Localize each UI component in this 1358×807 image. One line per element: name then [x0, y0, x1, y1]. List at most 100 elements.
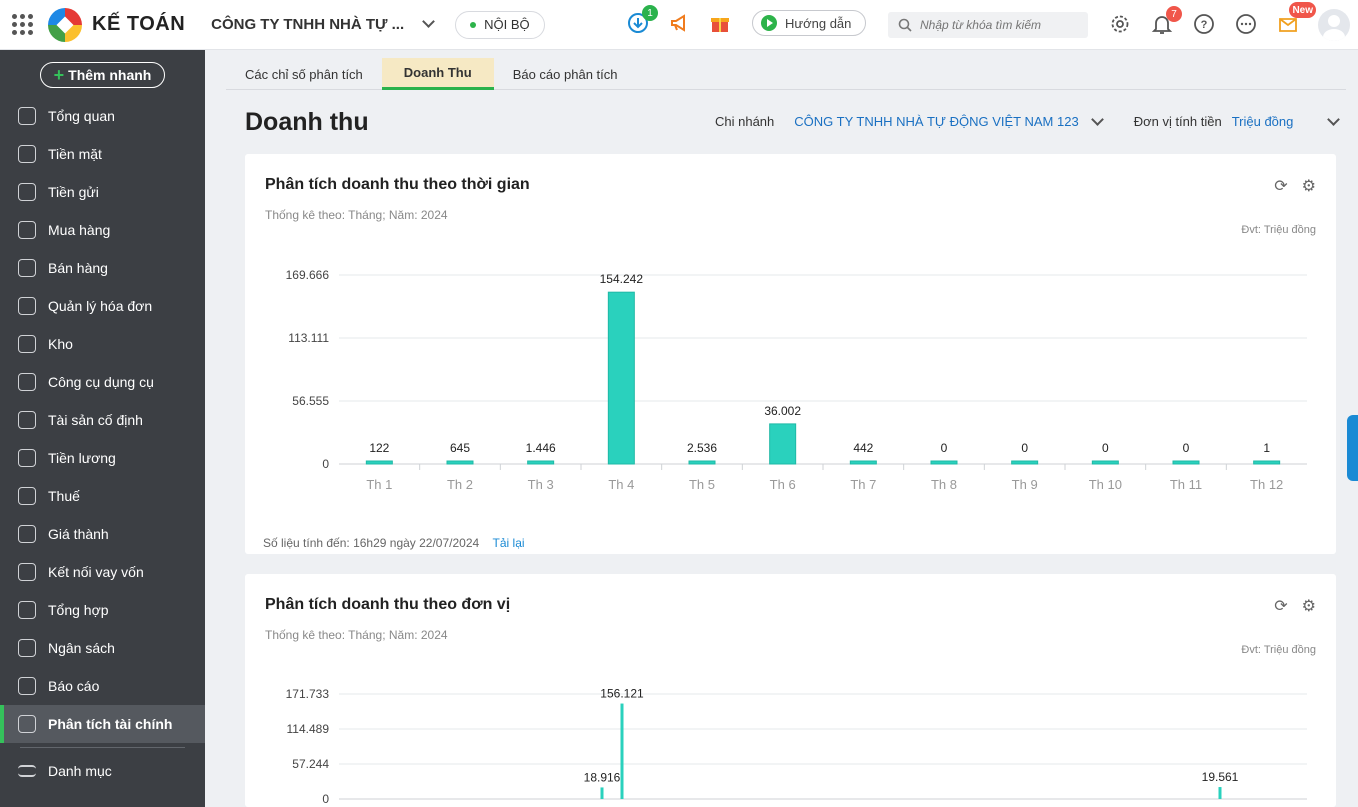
- sidebar-item[interactable]: Ngân sách: [0, 629, 205, 667]
- x-tick-label: Th 2: [447, 477, 473, 492]
- sidebar-item[interactable]: Tiền mặt: [0, 135, 205, 173]
- sidebar-item-icon: [18, 449, 36, 467]
- y-tick-label: 57.244: [292, 757, 329, 771]
- download-icon[interactable]: 1: [626, 5, 658, 35]
- sidebar-item[interactable]: Kho: [0, 325, 205, 363]
- sidebar-item[interactable]: Kết nối vay vốn: [0, 553, 205, 591]
- news-icon[interactable]: New: [1276, 2, 1316, 36]
- tab-revenue[interactable]: Doanh Thu: [381, 58, 494, 90]
- sidebar-item[interactable]: Quản lý hóa đơn: [0, 287, 205, 325]
- gear-icon[interactable]: ⚙: [1301, 178, 1316, 195]
- card-actions: ⟳ ⚙: [1274, 176, 1316, 196]
- sidebar-item[interactable]: Tổng quan: [0, 97, 205, 135]
- gear-icon[interactable]: [1108, 12, 1132, 36]
- brand-logo: [48, 7, 82, 42]
- search-icon: [898, 18, 912, 32]
- sidebar-item-icon: [18, 639, 36, 657]
- scope-label: NỘI BỘ: [484, 17, 530, 32]
- reload-link[interactable]: Tải lại: [492, 536, 525, 550]
- more-icon[interactable]: [1234, 12, 1258, 36]
- sidebar-item-label: Danh mục: [48, 763, 112, 779]
- search-input[interactable]: [920, 18, 1080, 32]
- card-actions: ⟳ ⚙: [1274, 596, 1316, 616]
- plus-icon: +: [53, 64, 65, 85]
- sidebar-item[interactable]: Thuế: [0, 477, 205, 515]
- sidebar-item-icon: [18, 677, 36, 695]
- sidebar-item[interactable]: Tổng hợp: [0, 591, 205, 629]
- company-selector[interactable]: CÔNG TY TNHH NHÀ TỰ ...: [211, 16, 405, 33]
- filters: Chi nhánh CÔNG TY TNHH NHÀ TỰ ĐỘNG VIỆT …: [715, 112, 1341, 129]
- guide-button[interactable]: Hướng dẫn: [752, 10, 867, 36]
- refresh-icon[interactable]: ⟳: [1274, 598, 1288, 615]
- sidebar-item-label: Kho: [48, 336, 73, 352]
- sidebar-item-icon: [18, 487, 36, 505]
- sidebar-item[interactable]: Bán hàng: [0, 249, 205, 287]
- sidebar-item-label: Tổng hợp: [48, 602, 109, 618]
- list-icon: [18, 765, 36, 777]
- help-icon[interactable]: ?: [1192, 12, 1216, 36]
- branch-select[interactable]: CÔNG TY TNHH NHÀ TỰ ĐỘNG VIỆT NAM 123: [794, 114, 1079, 129]
- sidebar-item[interactable]: Giá thành: [0, 515, 205, 553]
- x-tick-label: Th 3: [528, 477, 554, 492]
- play-icon: [761, 15, 777, 31]
- sidebar-item-label: Tiền mặt: [48, 146, 102, 162]
- bar: [1091, 460, 1119, 465]
- card-title: Phân tích doanh thu theo đơn vị: [265, 596, 511, 613]
- chevron-down-icon[interactable]: [1327, 112, 1341, 126]
- bell-icon[interactable]: 7: [1150, 6, 1182, 36]
- card-unit: Đvt: Triệu đồng: [1241, 644, 1316, 656]
- sidebar-item-label: Ngân sách: [48, 640, 115, 656]
- page-title: Doanh thu: [245, 108, 369, 136]
- sidebar-item[interactable]: Tiền gửi: [0, 173, 205, 211]
- search-box[interactable]: [888, 12, 1088, 38]
- sidebar-item[interactable]: Tiền lương: [0, 439, 205, 477]
- tab-indicators[interactable]: Các chỉ số phân tích: [245, 66, 363, 82]
- chevron-down-icon[interactable]: [422, 15, 436, 28]
- scope-pill[interactable]: NỘI BỘ: [455, 10, 545, 39]
- data-label: 442: [853, 441, 873, 455]
- gear-icon[interactable]: ⚙: [1301, 598, 1316, 615]
- revenue-time-card: 0 56.555 113.111 169.666 122 Th 1 645 Th 2 1.446…: [245, 154, 1336, 554]
- sidebar-item-label: Thuế: [48, 488, 80, 504]
- sidebar-item[interactable]: Báo cáo: [0, 667, 205, 705]
- x-tick-label: Th 4: [608, 477, 634, 492]
- currency-select[interactable]: Triệu đồng: [1231, 114, 1294, 129]
- app-grid-icon[interactable]: [12, 13, 34, 36]
- sidebar-item[interactable]: Công cụ dụng cụ: [0, 363, 205, 401]
- side-panel-toggle[interactable]: [1347, 415, 1358, 481]
- quick-add-button[interactable]: + Thêm nhanh: [40, 62, 165, 88]
- sidebar-item-label: Tài sản cố định: [48, 412, 143, 428]
- new-badge: New: [1289, 2, 1316, 18]
- sidebar-item[interactable]: Tài sản cố định: [0, 401, 205, 439]
- sidebar-item-label: Tiền lương: [48, 450, 116, 466]
- chevron-down-icon[interactable]: [1090, 112, 1104, 126]
- sidebar-item-label: Báo cáo: [48, 678, 100, 694]
- avatar[interactable]: [1318, 9, 1350, 41]
- bar: [930, 460, 958, 465]
- bar: [849, 460, 877, 465]
- download-badge: 1: [642, 5, 658, 21]
- data-label: 156.121: [600, 687, 644, 701]
- gift-icon[interactable]: [708, 11, 732, 35]
- sidebar-item-icon: [18, 221, 36, 239]
- data-label: 18.916: [584, 770, 621, 784]
- bar: [1218, 787, 1222, 799]
- card-subtitle: Thống kê theo: Tháng; Năm: 2024: [265, 208, 448, 222]
- data-label: 122: [369, 441, 389, 455]
- refresh-icon[interactable]: ⟳: [1274, 178, 1288, 195]
- bar: [1011, 460, 1039, 465]
- tab-reports[interactable]: Báo cáo phân tích: [512, 66, 618, 82]
- sidebar-item-catalog[interactable]: Danh mục: [0, 752, 205, 790]
- y-tick-label: 0: [322, 457, 329, 471]
- y-tick-label: 113.111: [288, 331, 329, 345]
- footnote: Số liệu tính đến: 16h29 ngày 22/07/2024 …: [263, 536, 525, 550]
- top-action-icons: 1 Hướng dẫn: [626, 5, 867, 36]
- megaphone-icon[interactable]: [668, 11, 692, 35]
- sidebar-item-icon: [18, 373, 36, 391]
- sidebar-item[interactable]: Phân tích tài chính: [0, 705, 205, 743]
- sidebar-item-icon: [18, 563, 36, 581]
- card-subtitle: Thống kê theo: Tháng; Năm: 2024: [265, 628, 448, 642]
- sidebar-item[interactable]: Mua hàng: [0, 211, 205, 249]
- sidebar-divider: [20, 747, 185, 748]
- data-label: 36.002: [764, 404, 801, 418]
